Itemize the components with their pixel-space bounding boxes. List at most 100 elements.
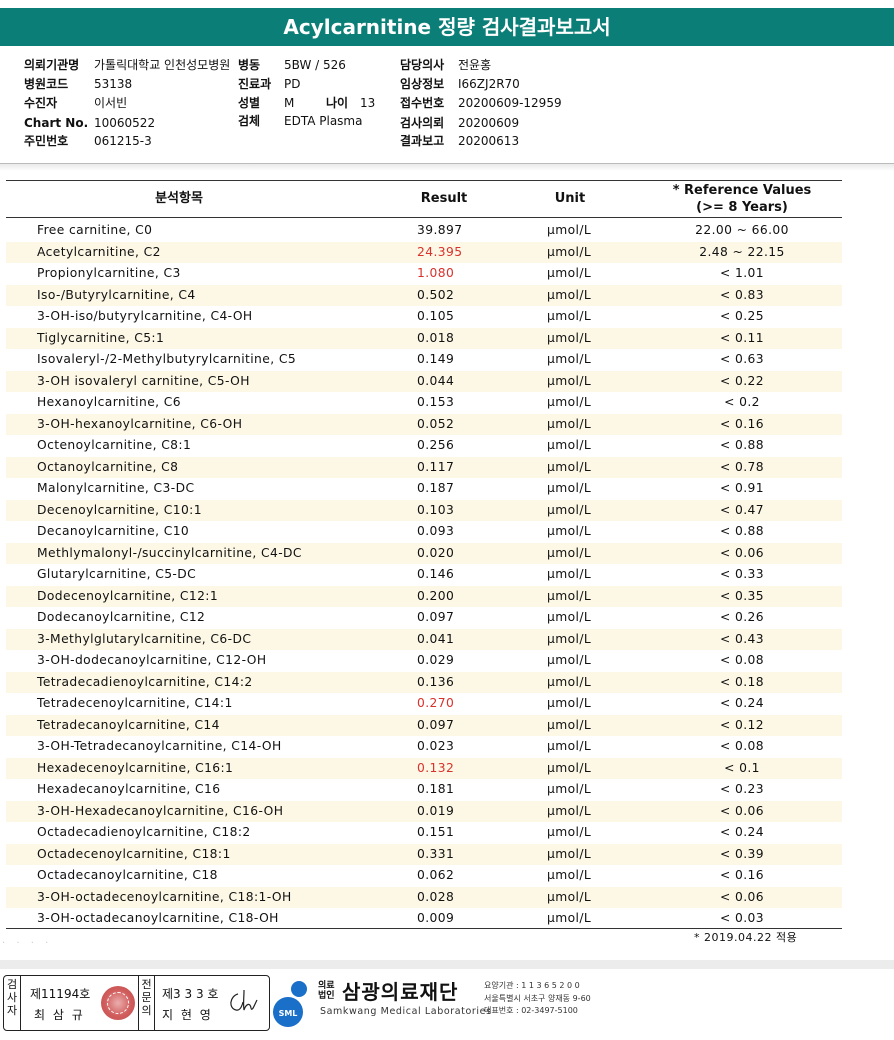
reference-value: < 1.01 [720,266,764,280]
table-row: Octadecanoylcarnitine, C18 0.062 μmol/L < 0… [6,865,842,887]
result-value: 0.117 [417,459,455,474]
result-value: 0.062 [417,868,455,882]
logo-text: SML [279,1009,298,1018]
table-row: Tetradecenoylcarnitine, C14:1 0.270 μmol/L… [6,693,842,715]
info-hospital-code: 병원코드 53138 [24,77,133,91]
reference-value: < 0.08 [720,739,764,753]
reference-value: < 0.2 [724,395,760,409]
specialist-license: 제3 3 3 호 [162,987,219,1001]
reference-footnote: * 2019.04.22 적용 [694,931,798,944]
info-request-date: 검사의뢰 20200609 [400,116,520,130]
org-address: 서울특별시 서초구 양재동 9-60 [484,993,591,1003]
analyte-name: Methlymalonyl-/succinylcarnitine, C4-DC [37,545,302,560]
reference-value: < 0.63 [720,352,764,366]
info-department: 진료과 PD [238,77,301,91]
analyte-name: Free carnitine, C0 [37,223,153,237]
table-row: Octenoylcarnitine, C8:1 0.256 μmol/L < 0.88 [6,435,842,457]
reference-value: < 0.91 [720,481,764,495]
org-contact: 요양기관 : 1 1 3 6 5 2 0 0 서울특별시 서초구 양재동 9-6… [484,980,591,1018]
analyte-name: Dodecenoylcarnitine, C12:1 [37,588,219,603]
info-ward: 병동 5BW / 526 [238,58,346,72]
result-value: 0.009 [417,911,455,925]
result-value: 0.187 [417,481,455,495]
org-phone: 대표번호 : 02-3497-5100 [484,1006,578,1015]
reference-value: < 0.43 [720,631,764,646]
analyte-name: Octadecadienoylcarnitine, C18:2 [37,825,251,839]
analyte-name: 3-OH-Hexadecanoylcarnitine, C16-OH [37,803,284,818]
table-row: Octadecadienoylcarnitine, C18:2 0.151 μmol… [6,822,842,844]
result-value: 0.028 [417,889,455,904]
result-value: 39.897 [417,223,463,237]
table-row: 3-OH-Tetradecanoylcarnitine, C14-OH 0.023… [6,736,842,758]
reference-value: 22.00 ~ 66.00 [695,223,789,237]
reference-value: < 0.33 [720,567,764,581]
footer-band [0,960,894,969]
table-row: 3-OH-Hexadecanoylcarnitine, C16-OH 0.019 μ… [6,800,842,822]
reference-value: < 0.23 [720,782,764,796]
header-result: Result [420,191,468,206]
patient-info: 의뢰기관명 가톨릭대학교 인천성모병원 병원코드 53138 수진자 이서빈 Char… [24,56,884,152]
result-value: 0.020 [417,545,455,560]
reference-value: < 0.11 [720,330,764,345]
unit-value: μmol/L [547,481,592,495]
analyte-name: Iso-/Butyrylcarnitine, C4 [37,287,196,302]
unit-value: μmol/L [547,223,592,237]
info-age: 나이 13 [326,96,376,110]
info-chart-no: Chart No. 10060522 [24,116,156,130]
reference-value: < 0.39 [720,846,764,861]
result-value: 0.097 [417,610,455,624]
info-specimen: 검체 EDTA Plasma [238,114,363,128]
unit-value: μmol/L [547,438,592,452]
analyte-name: 3-OH isovaleryl carnitine, C5-OH [37,373,250,388]
reference-value: < 0.08 [720,653,764,667]
result-value: 0.331 [417,846,455,861]
table-row: Octadecenoylcarnitine, C18:1 0.331 μmol/L <… [6,843,842,865]
result-value: 0.149 [417,352,455,366]
table-row: Tetradecadienoylcarnitine, C14:2 0.136 μmo… [6,671,842,693]
unit-value: μmol/L [547,717,592,732]
table-row: 3-OH-dodecanoylcarnitine, C12-OH 0.029 μmo… [6,650,842,672]
table-row: Isovaleryl-/2-Methylbutyrylcarnitine, C5… [6,349,842,371]
org-name: 삼광의료재단 [342,980,459,1004]
analyte-name: Tetradecenoylcarnitine, C14:1 [37,696,233,710]
unit-value: μmol/L [547,868,592,882]
header-reference: * Reference Values (>= 8 Years) [660,180,824,219]
unit-value: μmol/L [547,674,592,689]
table-row: Free carnitine, C0 39.897 μmol/L 22.00 ~ 66… [6,220,842,242]
table-row: 3-OH isovaleryl carnitine, C5-OH 0.044 μmo… [6,370,842,392]
table-top-border [6,180,842,181]
analyte-name: 3-Methylglutarylcarnitine, C6-DC [37,631,252,646]
table-row: Glutarylcarnitine, C5-DC 0.146 μmol/L < 0.3… [6,564,842,586]
unit-value: μmol/L [547,545,592,560]
header-reference-line2: (>= 8 Years) [696,200,788,215]
table-row: 3-OH-octadecanoylcarnitine, C18-OH 0.009 μ… [6,908,842,930]
reference-value: < 0.12 [720,717,764,732]
result-value: 0.097 [417,717,455,732]
reference-value: < 0.22 [720,373,764,388]
reference-value: < 0.26 [720,610,764,624]
reference-value: < 0.06 [720,889,764,904]
reference-value: < 0.83 [720,287,764,302]
result-value: 0.052 [417,416,455,431]
reference-value: < 0.16 [720,868,764,882]
analyte-name: Glutarylcarnitine, C5-DC [37,567,197,581]
info-hospital: 의뢰기관명 가톨릭대학교 인천성모병원 [24,58,231,72]
specialist-label: 전문의 [138,976,155,1030]
table-bottom-border [6,928,842,929]
table-row: Decanoylcarnitine, C10 0.093 μmol/L < 0.88 [6,521,842,543]
analyte-name: 3-OH-dodecanoylcarnitine, C12-OH [37,653,267,667]
analyte-name: Octenoylcarnitine, C8:1 [37,438,192,452]
reference-value: < 0.88 [720,524,764,538]
analyte-name: Isovaleryl-/2-Methylbutyrylcarnitine, C5 [37,352,297,366]
table-row: Propionylcarnitine, C3 1.080 μmol/L < 1.01 [6,263,842,285]
unit-value: μmol/L [547,373,592,388]
unit-value: μmol/L [547,911,592,925]
reference-value: < 0.16 [720,416,764,431]
unit-value: μmol/L [547,760,592,775]
unit-value: μmol/L [547,782,592,796]
analyte-name: Malonylcarnitine, C3-DC [37,481,195,495]
analyte-name: Decanoylcarnitine, C10 [37,524,190,538]
reference-value: < 0.78 [720,459,764,474]
faded-marks: · · · · [2,938,53,949]
handwritten-signature [230,989,258,1011]
